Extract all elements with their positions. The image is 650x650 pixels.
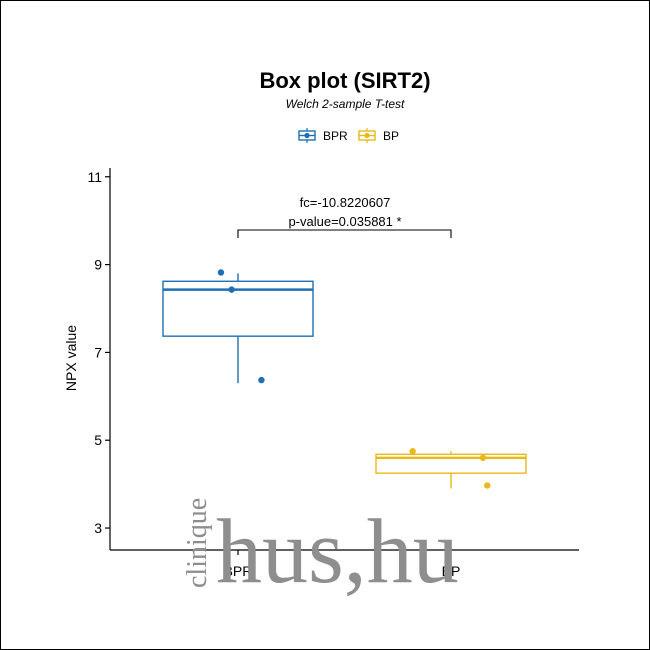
legend-key-bp: [358, 128, 376, 143]
x-ticks: BPR BP: [224, 550, 461, 579]
y-tick-label: 9: [94, 257, 102, 273]
x-tick-label: BP: [442, 563, 461, 579]
annotation-p-value: p-value=0.035881 *: [288, 214, 401, 229]
box-bp: [375, 451, 527, 489]
bracket-line: [237, 229, 452, 238]
annotation-fold-change: fc=-10.8220607: [300, 195, 391, 210]
data-point-bpr: [228, 286, 235, 293]
data-point-bpr: [258, 376, 265, 384]
box-bpr: [162, 273, 314, 384]
boxes: [162, 273, 527, 489]
chart-subtitle: Welch 2-sample T-test: [286, 97, 405, 111]
data-point-bp: [409, 448, 416, 455]
box-iqr: [375, 453, 527, 474]
watermark-small-text: clinique: [182, 498, 213, 588]
legend-label-bp: BP: [383, 129, 399, 143]
data-point-bp: [484, 482, 491, 489]
chart-title: Box plot (SIRT2): [259, 68, 430, 93]
y-ticks: 3 5 7 9 11: [87, 169, 110, 536]
data-points: [217, 269, 491, 489]
legend: BPR BP: [298, 128, 399, 143]
y-tick-label: 5: [94, 432, 102, 448]
y-tick-label: 7: [94, 344, 102, 360]
y-axis-title: NPX value: [63, 325, 79, 391]
legend-label-bpr: BPR: [323, 129, 348, 143]
x-tick-label: BPR: [224, 563, 253, 579]
box-iqr: [162, 280, 314, 337]
data-point-bp: [479, 454, 487, 461]
significance-bracket: [237, 229, 452, 238]
y-tick-label: 11: [87, 169, 102, 185]
watermark-text: hus,hu: [216, 500, 459, 602]
legend-key-bpr: [298, 128, 316, 143]
y-tick-label: 3: [94, 520, 102, 536]
data-point-bpr: [217, 269, 225, 276]
